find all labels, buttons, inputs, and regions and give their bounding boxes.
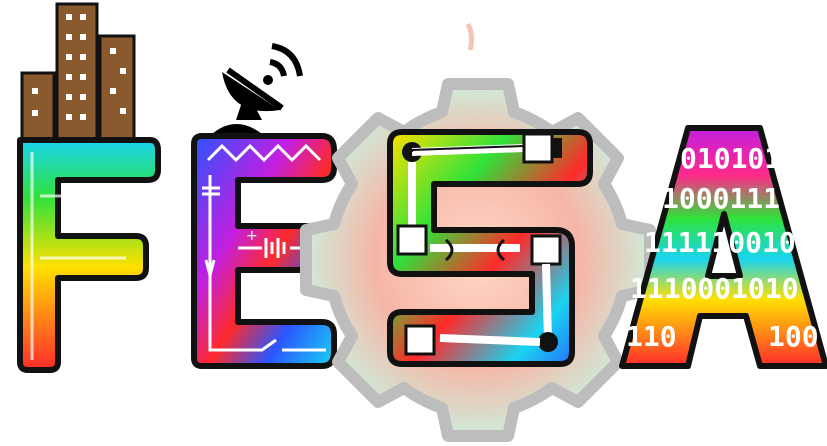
binary-row-3: 111110010 xyxy=(644,226,796,259)
satellite-dish-icon xyxy=(212,43,303,134)
binary-code-icon: 0101011 1000111 111110010 1110001010 110… xyxy=(626,142,819,353)
circuit-icon xyxy=(202,143,326,352)
binary-row-2: 1000111 xyxy=(662,182,780,215)
svg-text:+: + xyxy=(246,228,258,244)
binary-row-4: 1110001010 xyxy=(630,272,799,305)
letter-s xyxy=(387,129,593,367)
binary-row-1: 0101011 xyxy=(680,142,798,175)
letter-e: + xyxy=(191,133,337,369)
letter-f xyxy=(17,137,161,373)
letter-a: 0101011 1000111 111110010 1110001010 110… xyxy=(619,125,827,369)
piston-linkage-icon xyxy=(396,132,562,356)
binary-row-6: 100 xyxy=(768,320,819,353)
binary-row-5: 110 xyxy=(626,320,677,353)
buildings-icon xyxy=(20,2,136,145)
